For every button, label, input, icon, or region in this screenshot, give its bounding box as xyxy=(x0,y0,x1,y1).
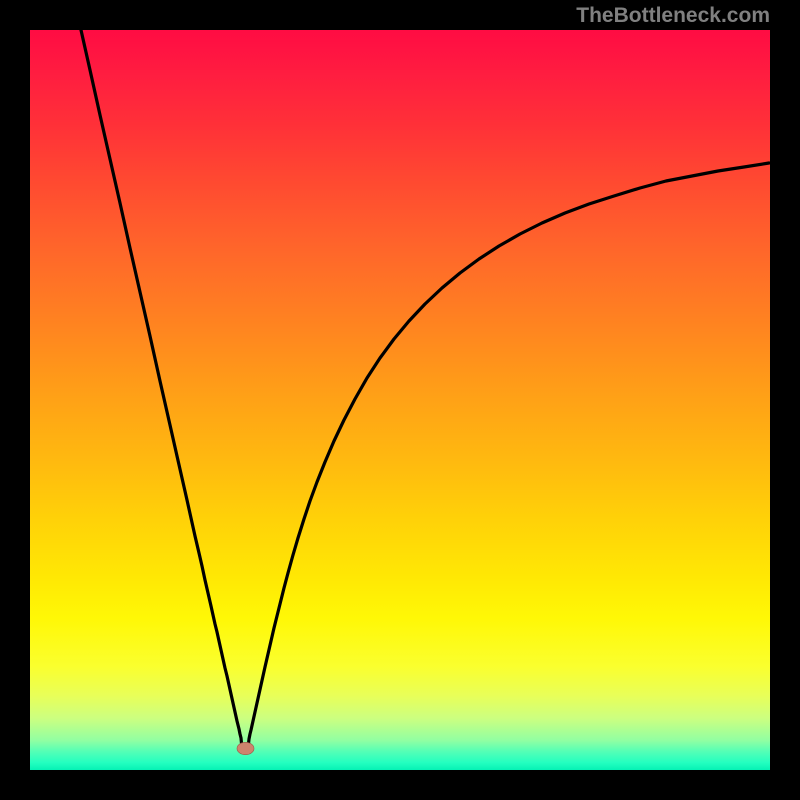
chart-plot xyxy=(30,30,770,770)
gradient-background xyxy=(30,30,770,770)
watermark-text: TheBottleneck.com xyxy=(576,4,770,28)
chart-frame: TheBottleneck.com xyxy=(0,0,800,800)
optimal-point-marker xyxy=(237,742,254,754)
